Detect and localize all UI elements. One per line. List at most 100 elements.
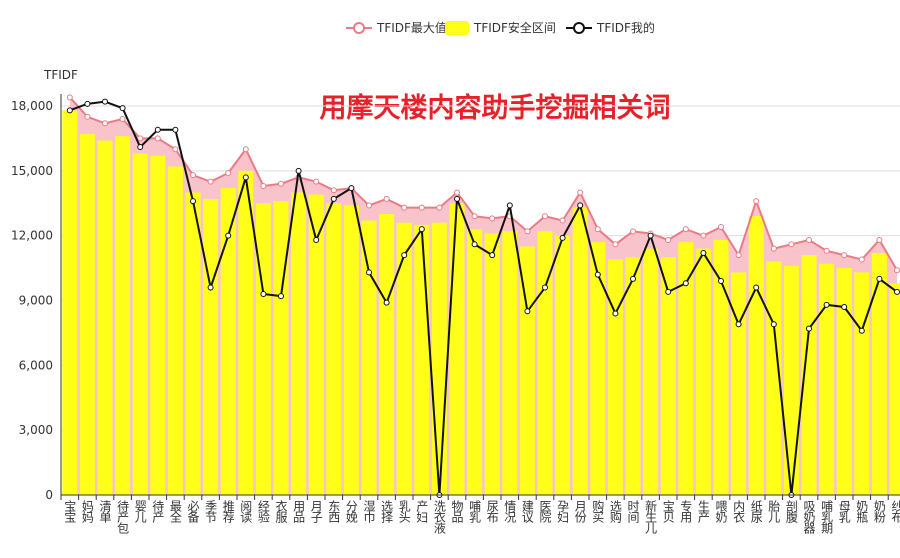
mine-point — [366, 269, 372, 276]
max-point — [401, 204, 408, 211]
mine-point — [542, 284, 548, 291]
max-point — [665, 236, 672, 243]
x-tick-label: 专用 — [679, 499, 693, 524]
bar — [467, 229, 483, 495]
max-point — [190, 172, 196, 179]
max-point — [735, 252, 742, 259]
max-point — [119, 115, 126, 122]
legend-dot — [353, 22, 365, 34]
x-tick-label: 时间 — [626, 500, 640, 523]
bar — [396, 222, 412, 495]
bar — [519, 246, 535, 495]
legend-label: TFIDF最大值 — [376, 20, 447, 35]
max-point — [102, 120, 108, 127]
bar — [871, 252, 887, 495]
mine-point — [401, 252, 408, 259]
mine-point — [207, 284, 214, 291]
x-tick-label: 必备 — [186, 500, 200, 524]
max-point — [770, 245, 777, 252]
bar — [79, 134, 95, 495]
x-tick-label: 月子 — [309, 500, 323, 523]
mine-point — [506, 202, 513, 209]
max-point — [278, 180, 284, 187]
x-tick-label: 衣服 — [274, 499, 288, 524]
bar — [713, 239, 729, 495]
max-line — [69, 96, 898, 271]
x-tick-label: 哺乳 — [468, 500, 482, 523]
max-point — [594, 226, 601, 233]
bar — [62, 110, 78, 496]
mine-point — [102, 98, 108, 105]
bar — [660, 257, 676, 495]
bar — [590, 242, 606, 495]
mine-point — [876, 275, 883, 282]
mine-point — [806, 325, 812, 332]
bar — [572, 207, 588, 496]
mine-point — [172, 126, 179, 133]
max-point — [753, 198, 760, 205]
bar — [889, 283, 900, 495]
max-point — [841, 252, 848, 259]
mine-point — [137, 144, 144, 151]
max-point — [682, 226, 689, 233]
y-tick-label: 15,000 — [11, 164, 53, 178]
max-point — [260, 182, 267, 189]
max-point — [313, 178, 320, 185]
x-tick-label: 季节 — [204, 500, 218, 523]
x-tick-label: 哺乳期 — [820, 500, 834, 534]
max-point — [366, 202, 372, 209]
x-tick-label: 奶瓶 — [855, 500, 869, 523]
x-tick-label: 选择 — [380, 500, 394, 523]
x-tick-label: 喂奶 — [714, 500, 728, 523]
x-tick-label: 清单 — [98, 500, 112, 524]
mine-point — [700, 249, 707, 256]
bar — [273, 201, 289, 496]
x-tick-label: 最全 — [168, 500, 182, 523]
y-tick-label: 0 — [45, 488, 53, 502]
bar — [819, 263, 835, 495]
max-point — [436, 204, 443, 211]
mine-point — [718, 278, 724, 285]
y-tick-label: 18,000 — [11, 99, 53, 113]
mine-point — [647, 232, 654, 239]
x-tick-label: 乳头 — [397, 500, 411, 523]
legend-label: TFIDF我的 — [596, 20, 655, 35]
x-tick-label: 尿布 — [485, 500, 499, 524]
bar — [484, 233, 500, 495]
max-point — [823, 247, 830, 254]
y-tick-label: 9,000 — [19, 294, 53, 308]
mine-point — [471, 241, 478, 248]
x-tick-label: 产妇 — [415, 500, 429, 523]
max-point — [559, 217, 566, 224]
bar — [537, 231, 553, 495]
max-point — [806, 236, 812, 243]
bar — [678, 242, 694, 495]
max-point — [489, 215, 496, 222]
x-tick-label: 用品 — [292, 500, 306, 523]
max-point — [630, 228, 636, 235]
x-tick-label: 纸尿 — [749, 500, 763, 523]
x-tick-label: 婴儿 — [133, 500, 147, 524]
max-point — [242, 146, 249, 153]
x-tick-label: 新生儿 — [644, 499, 658, 535]
mine-point — [278, 293, 284, 300]
max-point — [524, 228, 531, 235]
bar — [132, 153, 148, 496]
bar — [414, 224, 430, 495]
max-point — [418, 204, 425, 211]
x-tick-label: 情况 — [503, 500, 517, 524]
bar — [748, 216, 764, 495]
x-tick-label: 月份 — [573, 500, 587, 523]
max-point — [383, 195, 390, 202]
bar — [361, 220, 377, 496]
mine-point — [770, 321, 777, 328]
mine-point — [823, 301, 830, 308]
x-tick-label: 建议 — [520, 500, 534, 524]
mine-point — [242, 174, 249, 181]
y-tick-label: 3,000 — [19, 423, 53, 437]
x-tick-label: 分娩 — [344, 500, 358, 523]
y-tick-label: 12,000 — [11, 229, 53, 243]
x-tick-label: 剖腹 — [784, 500, 798, 524]
legend-dot — [573, 22, 585, 34]
